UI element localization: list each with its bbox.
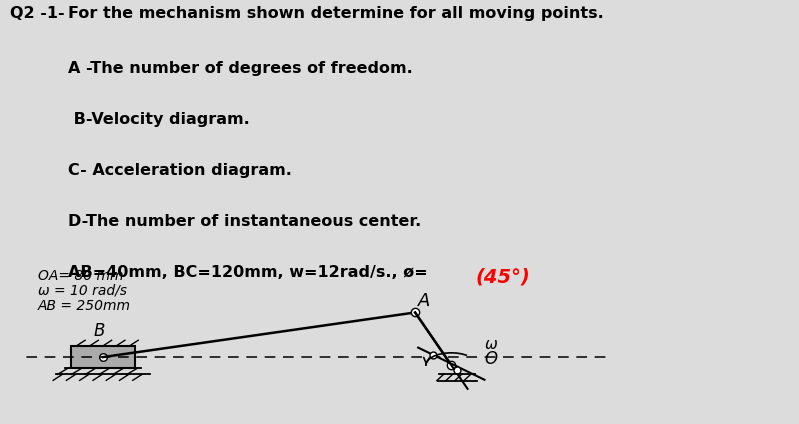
Text: D-The number of instantaneous center.: D-The number of instantaneous center. bbox=[68, 214, 421, 229]
Bar bbox=[71, 346, 134, 368]
Text: OA= 80 mm: OA= 80 mm bbox=[38, 269, 124, 283]
Text: B: B bbox=[93, 322, 105, 340]
Text: O: O bbox=[484, 350, 498, 368]
Text: A -The number of degrees of freedom.: A -The number of degrees of freedom. bbox=[68, 61, 412, 76]
Text: Q2 -1-: Q2 -1- bbox=[10, 6, 65, 21]
Text: (45°): (45°) bbox=[475, 267, 531, 286]
Text: B-Velocity diagram.: B-Velocity diagram. bbox=[68, 112, 249, 127]
Text: For the mechanism shown determine for all moving points.: For the mechanism shown determine for al… bbox=[68, 6, 604, 21]
Text: A: A bbox=[418, 292, 431, 310]
Text: ω = 10 rad/s: ω = 10 rad/s bbox=[38, 284, 127, 298]
Text: C- Acceleration diagram.: C- Acceleration diagram. bbox=[68, 163, 292, 178]
Text: ω: ω bbox=[484, 337, 497, 352]
Text: AB=40mm, BC=120mm, w=12rad/s., ø=: AB=40mm, BC=120mm, w=12rad/s., ø= bbox=[68, 265, 427, 280]
Text: AB = 250mm: AB = 250mm bbox=[38, 298, 131, 312]
